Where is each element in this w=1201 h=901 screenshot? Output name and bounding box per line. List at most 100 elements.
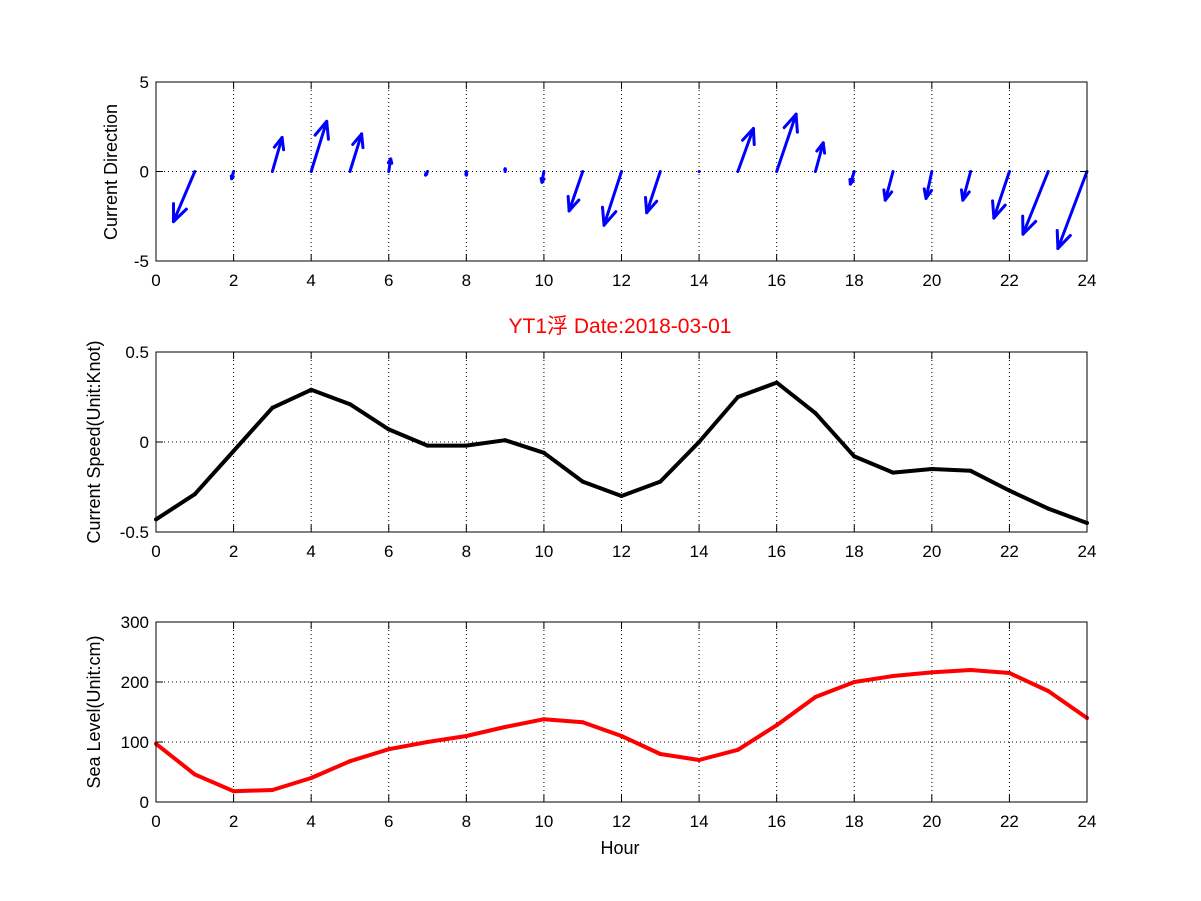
sea-level-y-tick-label: 0 bbox=[140, 793, 149, 812]
direction-arrow-shaft bbox=[1056, 170, 1089, 250]
direction-arrow-head bbox=[351, 132, 364, 146]
direction-arrow-shaft bbox=[270, 135, 284, 173]
direction-arrow-shaft bbox=[602, 170, 623, 227]
speed-data-point bbox=[813, 411, 818, 416]
direction-arrow bbox=[959, 170, 973, 202]
speed-x-tick-label: 0 bbox=[151, 542, 160, 561]
direction-arrow-shaft bbox=[961, 170, 973, 202]
direction-arrow bbox=[424, 170, 430, 177]
direction-arrow-head bbox=[1021, 219, 1038, 236]
direction-x-tick-label: 20 bbox=[922, 271, 941, 290]
direction-arrow bbox=[270, 135, 286, 173]
direction-arrow-head bbox=[567, 198, 581, 213]
direction-arrow bbox=[464, 170, 469, 177]
direction-x-tick-label: 16 bbox=[767, 271, 786, 290]
direction-arrow-head bbox=[882, 188, 887, 202]
speed-x-tick-label: 12 bbox=[612, 542, 631, 561]
sea-level-data-point bbox=[1046, 689, 1051, 693]
speed-data-point bbox=[231, 449, 236, 453]
direction-arrow bbox=[309, 119, 330, 173]
direction-arrow bbox=[171, 170, 197, 224]
sea-level-data-point bbox=[891, 674, 896, 678]
sea-level-data-point bbox=[658, 752, 663, 756]
speed-y-tick-label: 0 bbox=[140, 433, 149, 452]
speed-x-tick-label: 2 bbox=[229, 542, 238, 561]
speed-data-point bbox=[1007, 488, 1012, 493]
speed-x-tick-label: 8 bbox=[462, 542, 471, 561]
sea-level-x-tick-label: 4 bbox=[306, 812, 315, 831]
speed-x-tick-label: 14 bbox=[690, 542, 709, 561]
direction-arrow-head bbox=[171, 207, 188, 224]
direction-arrow-shaft bbox=[736, 127, 755, 173]
direction-x-tick-label: 12 bbox=[612, 271, 631, 290]
speed-data-point bbox=[658, 479, 663, 484]
sea-level-data-point bbox=[347, 759, 352, 764]
direction-arrow bbox=[848, 170, 856, 186]
speed-data-point bbox=[929, 467, 934, 471]
direction-arrow bbox=[882, 170, 895, 202]
speed-data-point bbox=[1046, 506, 1051, 511]
sea-level-data-point bbox=[541, 717, 546, 722]
speed-data-point bbox=[891, 470, 896, 475]
direction-x-tick-label: 4 bbox=[306, 271, 315, 290]
chart-title: YT1浮 Date:2018-03-01 bbox=[509, 315, 732, 338]
direction-arrow-shaft bbox=[924, 170, 934, 200]
direction-arrow bbox=[813, 141, 827, 173]
direction-arrow-head bbox=[602, 210, 618, 227]
direction-arrow bbox=[601, 170, 623, 227]
direction-arrow-head bbox=[539, 177, 544, 184]
direction-arrow-shaft bbox=[171, 170, 197, 224]
direction-arrow-head bbox=[741, 127, 755, 142]
direction-arrow bbox=[348, 132, 365, 173]
sea-level-x-tick-label: 6 bbox=[384, 812, 393, 831]
direction-arrow-shaft bbox=[567, 170, 585, 213]
direction-arrow-head bbox=[922, 187, 928, 200]
direction-arrow-head bbox=[313, 119, 329, 137]
sea-level-data-point bbox=[619, 734, 624, 738]
sea-level-y-tick-label: 100 bbox=[121, 733, 149, 752]
speed-data-point bbox=[386, 427, 391, 432]
direction-arrow-head bbox=[360, 132, 365, 150]
sea-level-x-tick-label: 14 bbox=[690, 812, 709, 831]
speed-x-tick-label: 18 bbox=[845, 542, 864, 561]
direction-arrow bbox=[539, 170, 546, 184]
speed-data-point bbox=[192, 492, 197, 497]
current-direction-panel: Current Direction 0 2 4 6 8 10 12 14 16 18 20 22 24-… bbox=[101, 73, 1096, 290]
direction-arrow-shaft bbox=[1021, 170, 1050, 236]
speed-data-point bbox=[541, 450, 546, 455]
direction-x-tick-label: 14 bbox=[690, 271, 709, 290]
direction-arrow bbox=[503, 167, 507, 173]
current-speed-ylabel: Current Speed(Unit:Knot) bbox=[84, 340, 104, 543]
direction-arrow-shaft bbox=[775, 112, 798, 173]
direction-arrow-shaft bbox=[883, 170, 895, 202]
speed-x-tick-label: 20 bbox=[922, 542, 941, 561]
speed-x-tick-label: 22 bbox=[1000, 542, 1019, 561]
current-direction-ylabel: Current Direction bbox=[101, 104, 121, 240]
speed-data-point bbox=[464, 443, 469, 448]
direction-y-tick-label: -5 bbox=[134, 252, 149, 271]
direction-x-tick-label: 6 bbox=[384, 271, 393, 290]
speed-y-tick-label: 0.5 bbox=[125, 343, 149, 362]
speed-data-point bbox=[697, 440, 702, 444]
direction-arrow-head bbox=[751, 127, 756, 147]
direction-arrow bbox=[697, 170, 701, 173]
direction-x-tick-label: 2 bbox=[229, 271, 238, 290]
direction-arrow-head bbox=[566, 194, 571, 213]
direction-arrow-head bbox=[1055, 228, 1060, 250]
direction-x-tick-label: 10 bbox=[534, 271, 553, 290]
speed-data-point bbox=[270, 405, 275, 410]
sea-level-x-tick-label: 10 bbox=[534, 812, 553, 831]
direction-arrow-head bbox=[643, 196, 649, 215]
current-speed-panel: Current Speed(Unit:Knot) 0 2 4 6 8 10 12 14 16 18… bbox=[84, 340, 1096, 561]
direction-arrow-head bbox=[389, 157, 394, 165]
direction-arrow bbox=[991, 170, 1011, 220]
sea-level-y-tick-label: 300 bbox=[121, 613, 149, 632]
sea-level-x-tick-label: 24 bbox=[1078, 812, 1097, 831]
sea-level-data-point bbox=[1007, 671, 1012, 675]
speed-data-point bbox=[735, 395, 740, 399]
speed-data-point bbox=[580, 479, 585, 484]
direction-x-tick-label: 18 bbox=[845, 271, 864, 290]
direction-arrow-head bbox=[325, 119, 330, 141]
speed-data-point bbox=[852, 454, 857, 459]
